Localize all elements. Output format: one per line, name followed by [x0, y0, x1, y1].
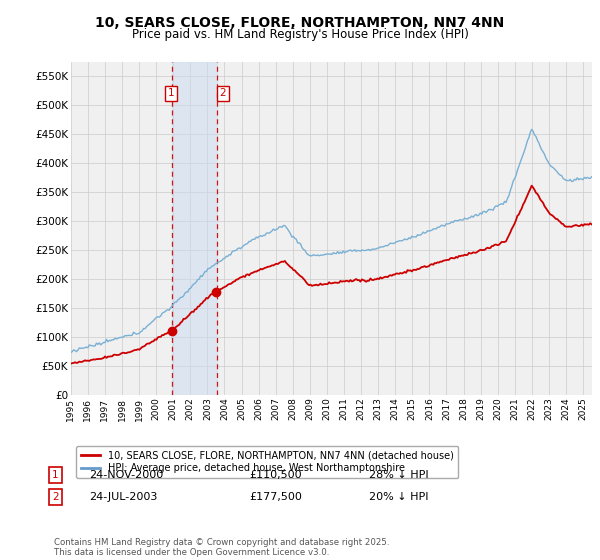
Text: 24-NOV-2000: 24-NOV-2000 — [89, 470, 163, 480]
Text: Price paid vs. HM Land Registry's House Price Index (HPI): Price paid vs. HM Land Registry's House … — [131, 28, 469, 41]
Text: 20% ↓ HPI: 20% ↓ HPI — [369, 492, 428, 502]
Text: 1: 1 — [167, 88, 174, 99]
Text: 28% ↓ HPI: 28% ↓ HPI — [369, 470, 428, 480]
Text: 2: 2 — [220, 88, 226, 99]
Text: 24-JUL-2003: 24-JUL-2003 — [89, 492, 157, 502]
Bar — [172, 62, 217, 395]
Text: 1: 1 — [52, 470, 59, 480]
Legend: 10, SEARS CLOSE, FLORE, NORTHAMPTON, NN7 4NN (detached house), HPI: Average pric: 10, SEARS CLOSE, FLORE, NORTHAMPTON, NN7… — [76, 446, 458, 478]
Text: 10, SEARS CLOSE, FLORE, NORTHAMPTON, NN7 4NN: 10, SEARS CLOSE, FLORE, NORTHAMPTON, NN7… — [95, 16, 505, 30]
Text: £177,500: £177,500 — [249, 492, 302, 502]
Text: Contains HM Land Registry data © Crown copyright and database right 2025.
This d: Contains HM Land Registry data © Crown c… — [54, 538, 389, 557]
Text: £110,500: £110,500 — [249, 470, 302, 480]
Text: 2: 2 — [52, 492, 59, 502]
